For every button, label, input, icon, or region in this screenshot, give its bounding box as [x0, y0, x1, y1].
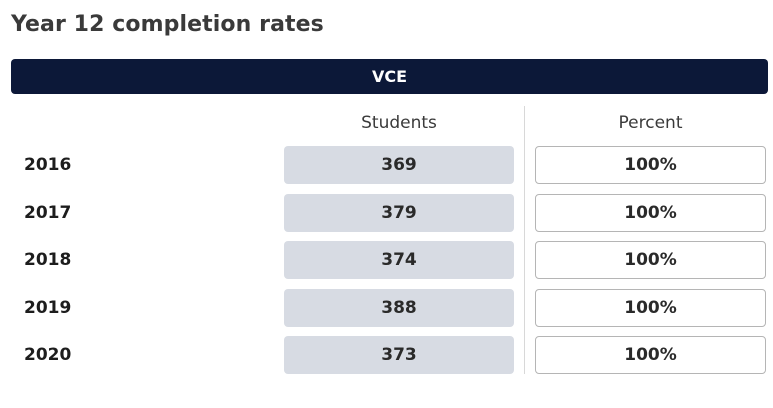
section-label: VCE	[371, 67, 408, 86]
percent-cell: 100%	[535, 146, 766, 184]
row-year-label: 2017	[24, 202, 72, 223]
percent-cell: 100%	[535, 193, 766, 232]
table-row: 2017 379 100%	[0, 193, 773, 232]
students-cell: 373	[284, 336, 514, 374]
table-row: 2020 373 100%	[0, 336, 773, 374]
row-year-label: 2020	[24, 345, 72, 365]
percent-cell: 100%	[535, 288, 766, 327]
row-year-label: 2019	[24, 297, 72, 318]
students-cell: 379	[284, 193, 514, 232]
table-row: 2019 388 100%	[0, 288, 773, 327]
students-cell: 388	[284, 288, 514, 327]
students-cell: 369	[284, 146, 514, 184]
students-cell: 374	[284, 241, 514, 279]
page-title: Year 12 completion rates	[11, 12, 324, 37]
percent-cell: 100%	[535, 241, 766, 279]
row-year-label: 2018	[24, 250, 72, 270]
table-row: 2018 374 100%	[0, 241, 773, 279]
column-header-students: Students	[361, 113, 437, 133]
completion-table: 2016 369 100% 2017 379 100% 2018 374 100…	[0, 146, 773, 384]
table-row: 2016 369 100%	[0, 146, 773, 184]
section-header-vce: VCE	[11, 59, 768, 94]
percent-cell: 100%	[535, 336, 766, 374]
row-year-label: 2016	[24, 155, 72, 175]
column-header-percent: Percent	[618, 113, 683, 133]
column-divider	[524, 106, 525, 374]
